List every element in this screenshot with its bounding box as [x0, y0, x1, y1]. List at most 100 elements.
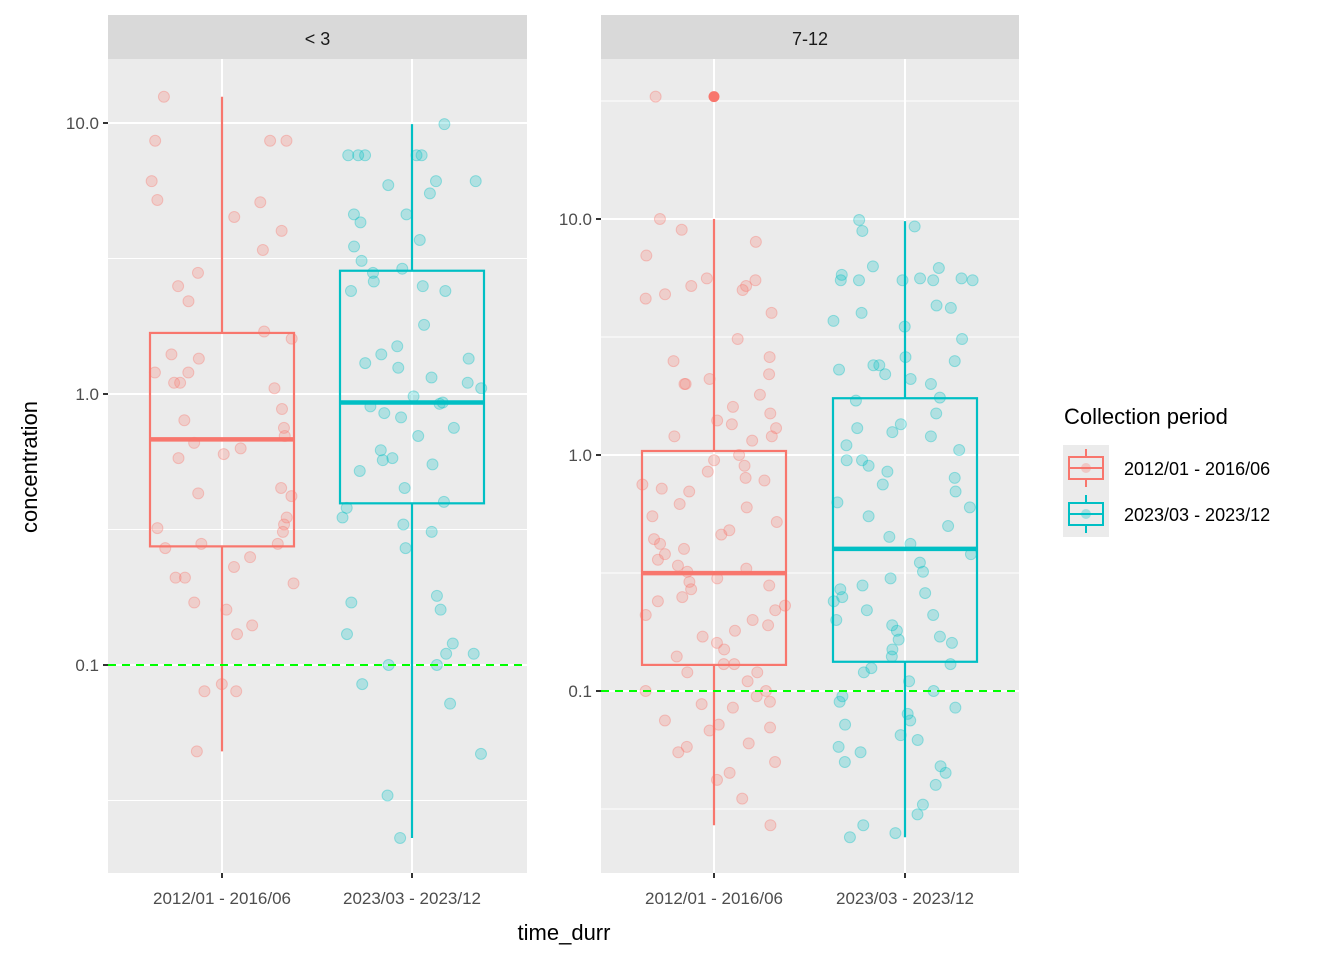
data-point [195, 537, 208, 550]
data-point [885, 650, 898, 663]
data-point [413, 234, 426, 247]
data-point [685, 280, 698, 293]
data-point [763, 695, 776, 708]
data-point [930, 407, 943, 420]
data-point [770, 422, 783, 435]
data-point [739, 471, 752, 484]
data-point [280, 511, 293, 524]
data-point [827, 595, 840, 608]
data-point [399, 542, 412, 555]
data-point [400, 208, 413, 221]
data-point [340, 501, 353, 514]
data-point [367, 275, 380, 288]
data-point [355, 254, 368, 267]
data-point [779, 599, 792, 612]
data-point [275, 224, 288, 237]
data-point [658, 548, 671, 561]
data-point [190, 745, 203, 758]
data-point [659, 288, 672, 301]
data-point [395, 411, 408, 424]
boxplot-0 [145, 90, 300, 758]
data-point [231, 628, 244, 641]
data-point [746, 613, 759, 626]
data-point [244, 551, 257, 564]
data-point [932, 261, 945, 274]
data-point [763, 351, 776, 364]
legend-key-point [1081, 463, 1091, 473]
data-point [374, 444, 387, 457]
data-point [934, 760, 947, 773]
data-point [886, 643, 899, 656]
data-point [852, 274, 865, 287]
box [338, 269, 486, 505]
data-point [345, 596, 358, 609]
data-point [860, 604, 873, 617]
data-point [277, 421, 290, 434]
data-point [840, 439, 853, 452]
data-point [856, 224, 869, 237]
data-point [726, 400, 739, 413]
data-point [896, 274, 909, 287]
data-point [733, 449, 746, 461]
data-point [764, 819, 777, 832]
data-point [884, 572, 897, 585]
data-point [467, 647, 480, 660]
data-point [749, 274, 762, 287]
legend-label: 2023/03 - 2023/12 [1124, 505, 1270, 525]
data-point [256, 243, 269, 256]
data-point [655, 482, 668, 495]
data-point [740, 280, 753, 293]
data-point [340, 628, 353, 641]
data-point [275, 481, 288, 494]
data-point [381, 789, 394, 802]
data-point [904, 714, 917, 727]
data-point [378, 407, 391, 420]
data-point [430, 589, 443, 602]
data-point [668, 430, 681, 443]
data-point [919, 587, 932, 600]
data-point [701, 465, 714, 478]
data-point [651, 553, 664, 566]
data-point [770, 516, 783, 529]
data-point [680, 740, 693, 753]
data-point [191, 266, 204, 279]
data-point [268, 382, 281, 395]
data-point [956, 333, 969, 346]
data-point [382, 179, 395, 192]
data-point [881, 465, 894, 478]
data-point [227, 560, 240, 573]
data-point [359, 357, 372, 370]
data-point [834, 274, 847, 287]
data-point [750, 690, 763, 703]
data-point [215, 678, 228, 691]
data-point [386, 452, 399, 465]
data-point [851, 422, 864, 435]
data-point [949, 701, 962, 714]
data-point [220, 603, 233, 616]
panel-background [108, 59, 527, 873]
data-point [827, 314, 840, 327]
data-point [469, 175, 482, 188]
data-point [933, 630, 946, 643]
data-point [927, 274, 940, 287]
data-point [740, 501, 753, 514]
data-point [636, 478, 649, 491]
data-point [675, 223, 688, 236]
data-point [769, 604, 782, 617]
data-point [708, 454, 721, 467]
data-point [683, 575, 696, 588]
data-point [717, 658, 730, 671]
data-point [904, 537, 917, 550]
data-point [654, 537, 667, 550]
data-point [646, 510, 659, 523]
data-point [354, 216, 367, 229]
data-point [285, 490, 298, 503]
data-point [397, 518, 410, 531]
data-point [418, 318, 431, 331]
data-point [474, 747, 487, 760]
data-point [866, 260, 879, 273]
data-point [392, 361, 405, 374]
y-tick-label: 1.0 [75, 385, 99, 404]
data-point [438, 118, 451, 131]
data-point [439, 284, 452, 297]
